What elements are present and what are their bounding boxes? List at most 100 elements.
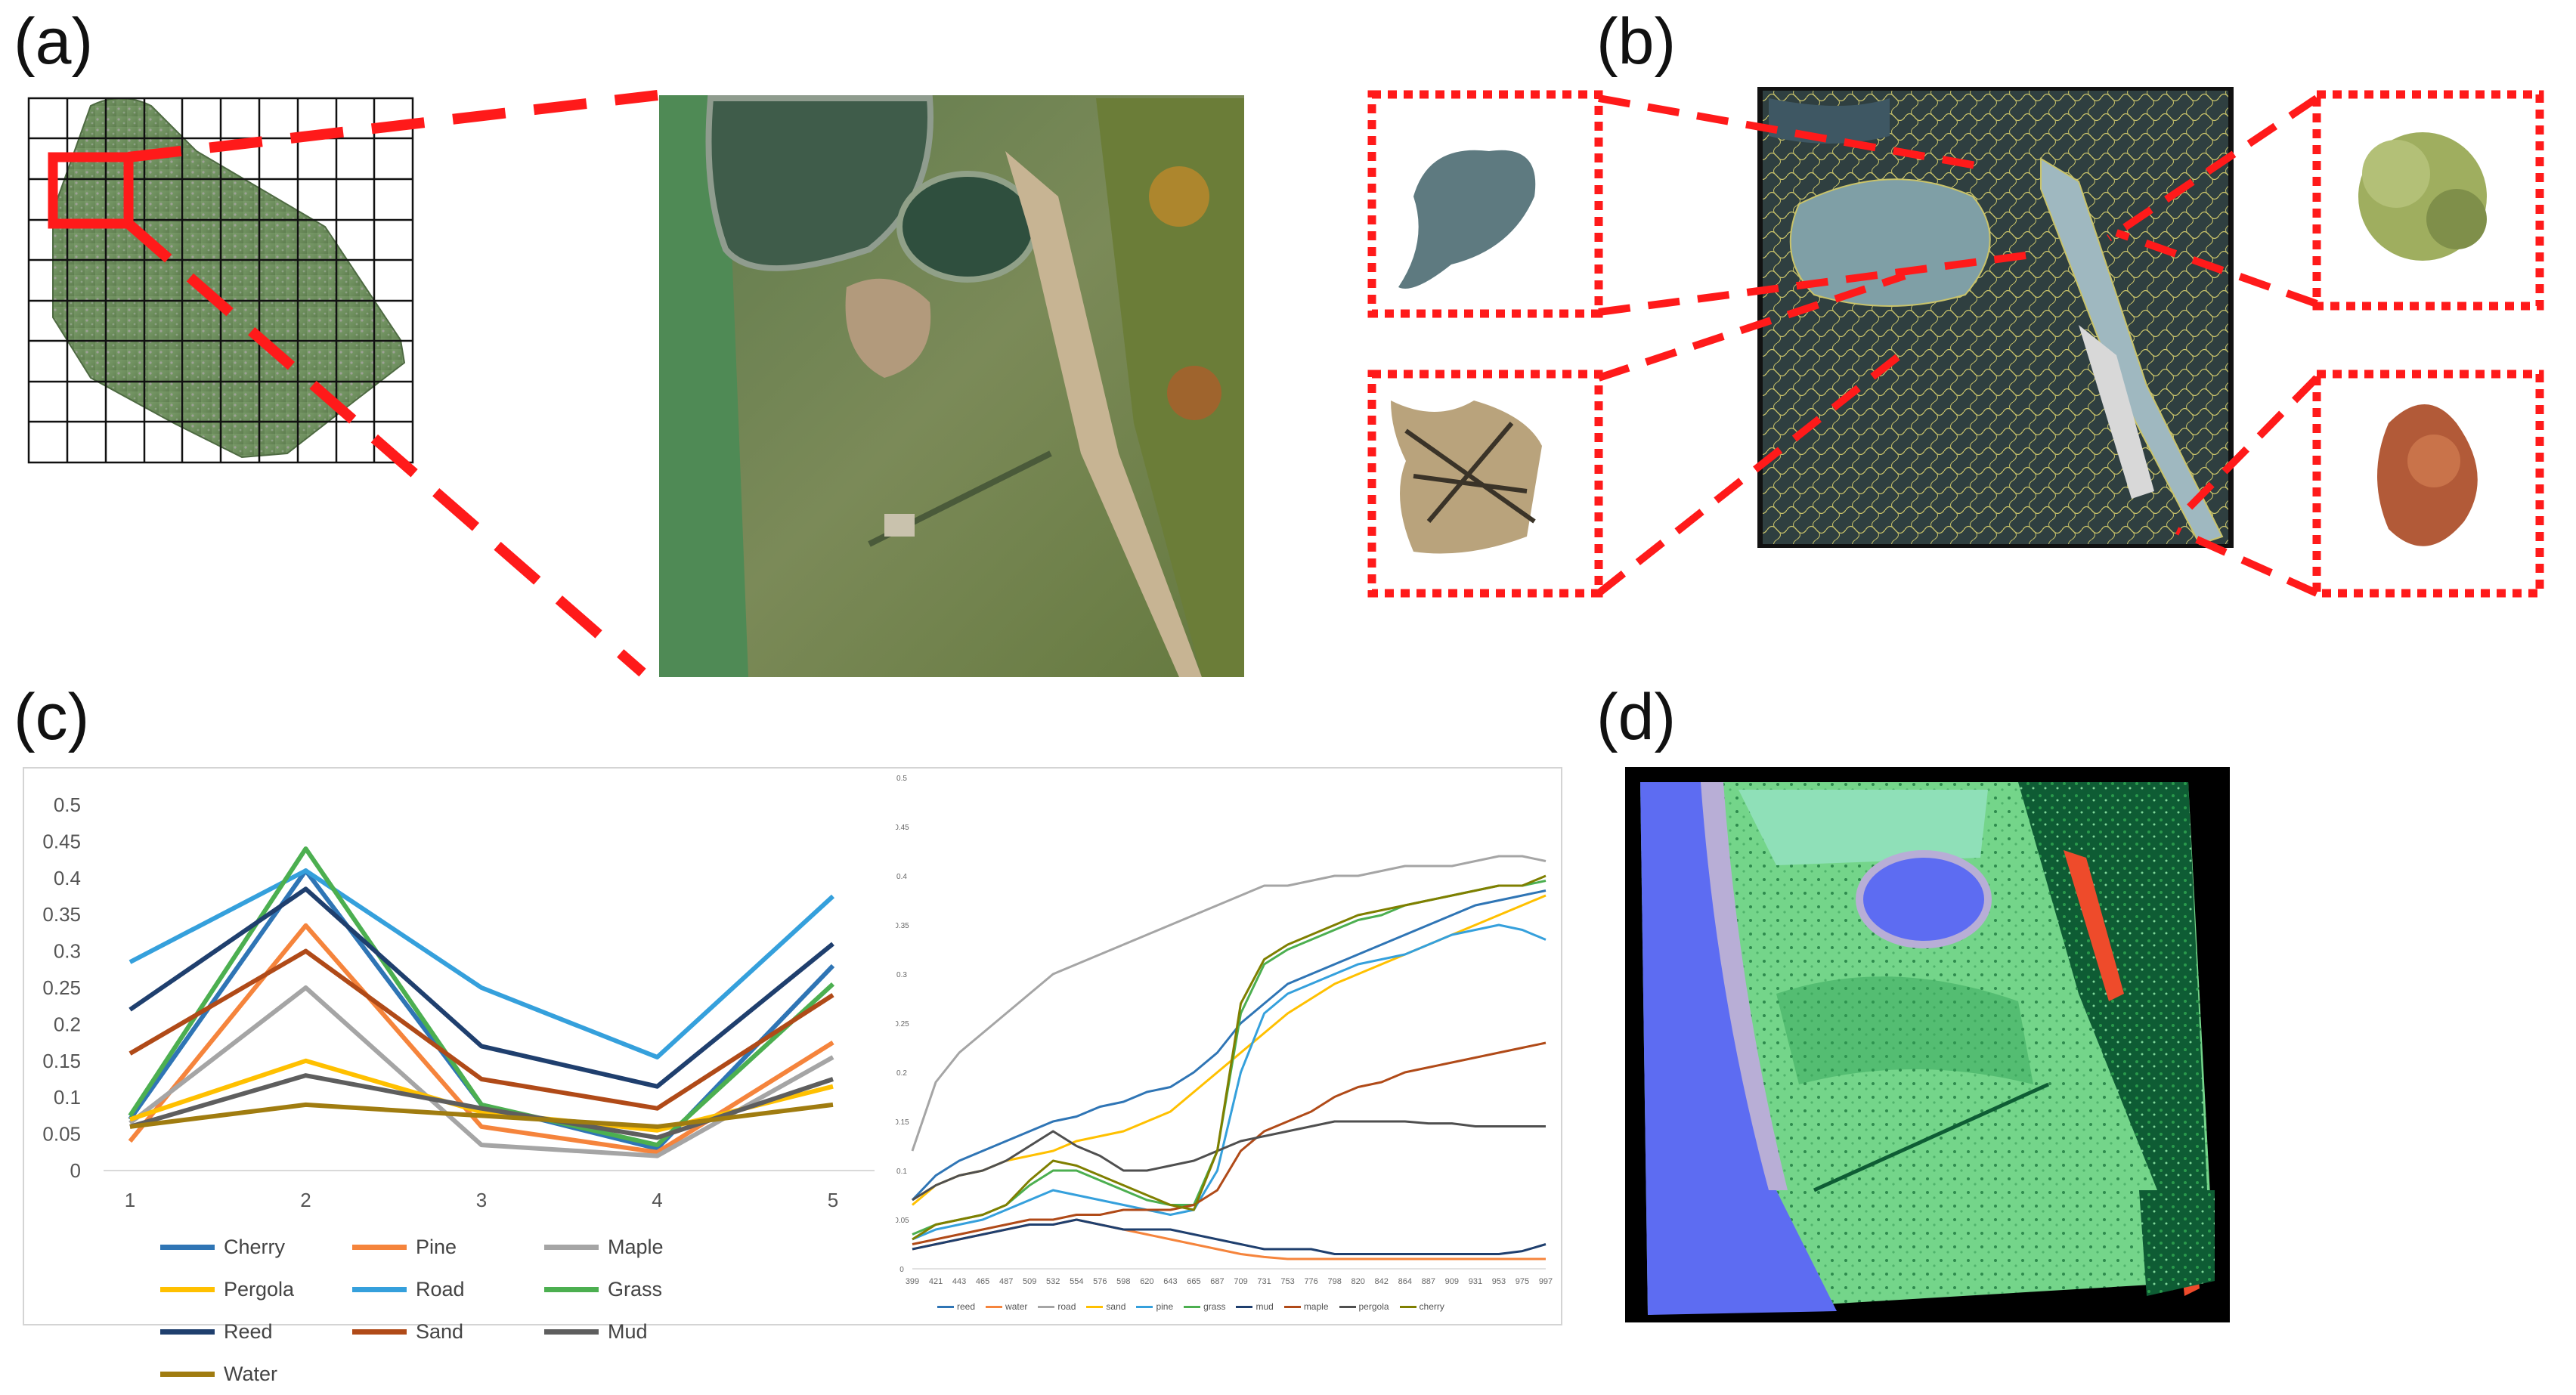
- legend-label: Pine: [416, 1235, 457, 1258]
- legend-swatch: [1236, 1305, 1253, 1308]
- series-line-road: [128, 868, 835, 1059]
- legend-label: sand: [1106, 1301, 1126, 1312]
- legend-swatch: [160, 1328, 215, 1335]
- legend-swatch: [544, 1244, 599, 1250]
- panel-label-d: (d): [1596, 681, 1677, 753]
- legend-swatch: [544, 1286, 599, 1292]
- panel-d-classification-map: [1625, 767, 2230, 1322]
- y-tick-label: 0.3: [54, 940, 81, 963]
- x-tick-label: 4: [652, 1189, 662, 1211]
- legend-label: maple: [1303, 1301, 1329, 1312]
- selected-tile-box: [48, 152, 134, 229]
- legend-item-pergola: Pergola: [160, 1268, 352, 1310]
- segmented-image: [1757, 87, 2234, 548]
- series-line-grass: [128, 846, 835, 1148]
- series-line-sand: [912, 894, 1547, 1206]
- legend-item-pergola: pergola: [1339, 1301, 1389, 1312]
- legend-item-water: water: [986, 1301, 1027, 1312]
- legend-label: Maple: [608, 1235, 664, 1258]
- legend-item-pine: pine: [1136, 1301, 1173, 1312]
- x-tick-label: 753: [1280, 1277, 1294, 1286]
- x-tick-label: 2: [300, 1189, 311, 1211]
- legend-item-reed: reed: [937, 1301, 975, 1312]
- panel-label-b: (b): [1596, 5, 1677, 78]
- legend-item-maple: maple: [1283, 1301, 1329, 1312]
- x-tick-label: 909: [1445, 1277, 1459, 1286]
- y-tick-label: 0.25: [896, 1020, 909, 1028]
- series-line-pergola: [912, 1120, 1546, 1202]
- series-line-pine: [912, 923, 1547, 1241]
- series-line-reed: [128, 886, 834, 1089]
- y-tick-label: 0.15: [896, 1118, 909, 1127]
- chart-spectral-curves-plot: 0 0.05 0.1 0.15 0.2 0.25 0.3 0.35 0.4 0.45 0.5 399 4…: [894, 775, 1553, 1286]
- x-tick-label: 842: [1375, 1277, 1389, 1286]
- series-line-grass: [912, 880, 1547, 1236]
- legend-swatch: [986, 1305, 1003, 1308]
- y-tick-label: 0.05: [896, 1217, 909, 1225]
- series-line-water: [129, 1102, 834, 1129]
- x-tick-label: 3: [476, 1189, 487, 1211]
- legend-swatch: [1283, 1305, 1301, 1308]
- series-line-cherry: [912, 874, 1547, 1241]
- legend-item-road: Road: [352, 1268, 544, 1310]
- y-tick-label: 0.25: [42, 976, 81, 999]
- y-tick-label: 0.2: [896, 1069, 907, 1078]
- y-tick-label: 0.4: [896, 873, 907, 881]
- legend-swatch: [160, 1371, 215, 1377]
- legend-item-pine: Pine: [352, 1226, 544, 1268]
- legend-label: road: [1057, 1301, 1076, 1312]
- legend-swatch: [160, 1244, 215, 1250]
- y-tick-label: 0.1: [896, 1168, 907, 1176]
- chart-band-means: 0 0.05 0.1 0.15 0.2 0.25 0.3 0.35 0.4 0.45 0.5 1 2 3 4…: [23, 767, 899, 1385]
- y-tick-label: 0: [899, 1266, 904, 1274]
- legend-label: Reed: [224, 1319, 273, 1343]
- legend-swatch: [937, 1305, 954, 1308]
- legend-label: mud: [1255, 1301, 1274, 1312]
- series-line-sand: [128, 948, 834, 1111]
- series-line-pergola: [129, 1058, 834, 1133]
- x-tick-label: 487: [999, 1277, 1013, 1286]
- x-tick-label: 953: [1492, 1277, 1506, 1286]
- y-tick-label: 0.45: [42, 830, 81, 852]
- legend-item-sand: Sand: [352, 1310, 544, 1353]
- legend-swatch: [352, 1244, 407, 1250]
- legend-swatch: [352, 1286, 407, 1292]
- x-tick-label: 997: [1539, 1277, 1553, 1286]
- x-tick-label: 465: [976, 1277, 989, 1286]
- legend-item-grass: grass: [1184, 1301, 1225, 1312]
- y-tick-label: 0.05: [42, 1123, 81, 1146]
- legend-item-water: Water: [160, 1353, 352, 1395]
- x-tick-label: 421: [929, 1277, 943, 1286]
- x-tick-label: 864: [1398, 1277, 1412, 1286]
- x-tick-label: 975: [1516, 1277, 1529, 1286]
- x-tick-label: 532: [1046, 1277, 1060, 1286]
- y-tick-label: 0.35: [42, 903, 81, 926]
- x-tick-label: 554: [1070, 1277, 1083, 1286]
- legend-label: Sand: [416, 1319, 464, 1343]
- legend-label: water: [1005, 1301, 1028, 1312]
- y-tick-label: 0.5: [54, 793, 81, 816]
- legend-item-maple: Maple: [544, 1226, 736, 1268]
- chart-band-means-legend: Cherry Pine Maple Pergola Road Grass Reed Sand M…: [160, 1226, 916, 1395]
- legend-label: Pergola: [224, 1277, 295, 1301]
- x-tick-label: 598: [1116, 1277, 1130, 1286]
- x-tick-label: 509: [1023, 1277, 1036, 1286]
- x-tick-label: 620: [1140, 1277, 1153, 1286]
- legend-item-cherry: Cherry: [160, 1226, 352, 1268]
- y-tick-label: 0.2: [54, 1013, 81, 1035]
- legend-swatch: [544, 1328, 599, 1335]
- legend-item-sand: sand: [1086, 1301, 1125, 1312]
- series-line-maple: [912, 1041, 1547, 1245]
- legend-label: cherry: [1419, 1301, 1444, 1312]
- x-tick-label: 576: [1093, 1277, 1107, 1286]
- y-tick-label: 0.15: [42, 1050, 81, 1072]
- legend-label: pergola: [1358, 1301, 1389, 1312]
- x-tick-label: 931: [1469, 1277, 1482, 1286]
- x-tick-label: 687: [1210, 1277, 1224, 1286]
- y-tick-label: 0.1: [54, 1086, 81, 1109]
- panel-label-a: (a): [14, 5, 94, 78]
- orthomosaic-footprint: [52, 97, 406, 459]
- legend-swatch: [1399, 1305, 1416, 1308]
- zoomed-aerial-tile: [659, 95, 1244, 677]
- legend-label: Water: [224, 1362, 278, 1385]
